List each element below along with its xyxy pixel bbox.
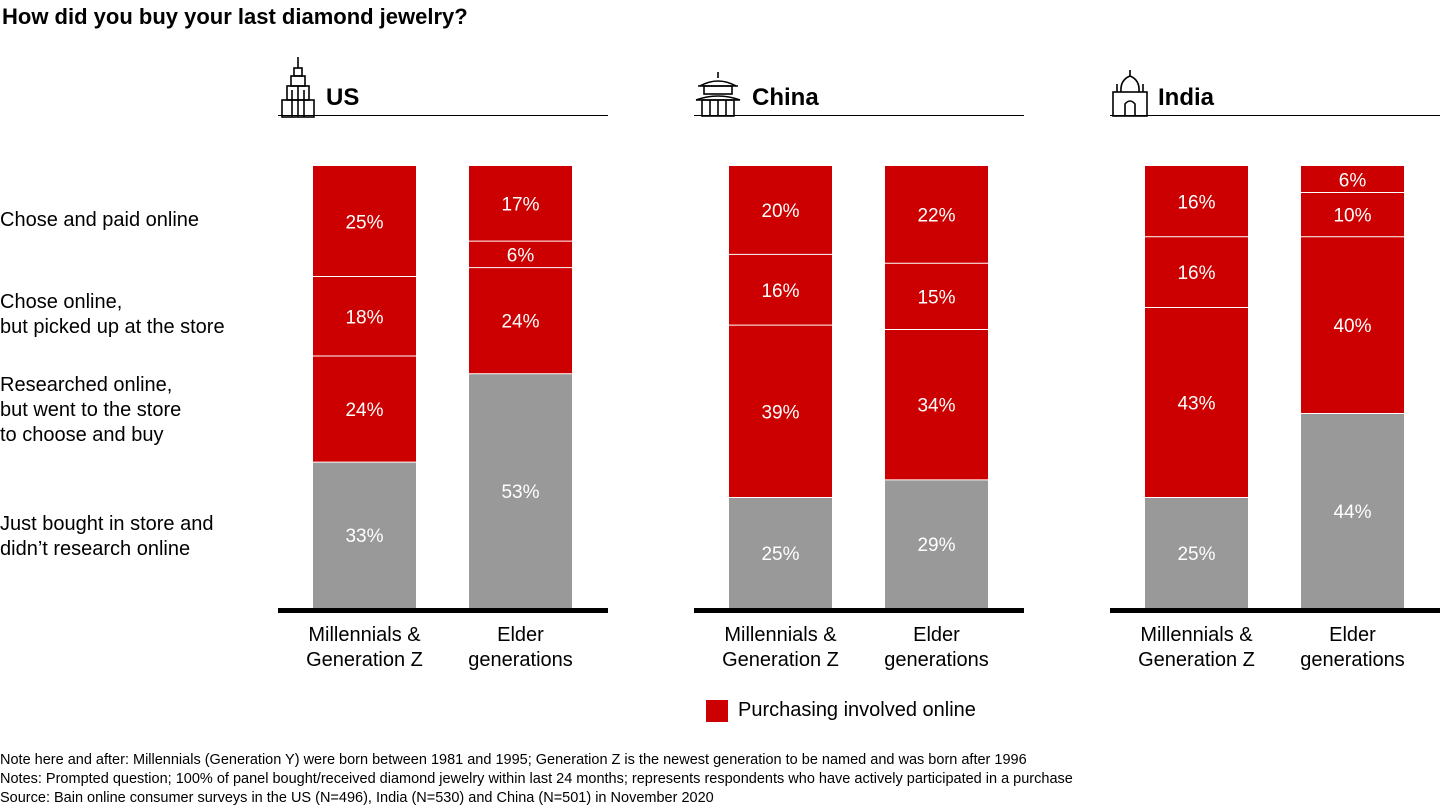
bar-value-label: 16% xyxy=(1177,192,1215,213)
category-label: Elder generations xyxy=(468,624,573,671)
bar-value-label: 6% xyxy=(507,245,535,266)
bar-value-label: 10% xyxy=(1333,206,1371,227)
taj-mahal-icon xyxy=(1110,56,1150,123)
bar-segment xyxy=(1145,307,1248,498)
bar-value-label: 53% xyxy=(501,482,539,503)
bar-segment xyxy=(469,166,572,242)
bar-segment xyxy=(1145,236,1248,308)
footnote-source: Source: Bain online consumer surveys in … xyxy=(0,790,714,806)
bar-value-label: 44% xyxy=(1333,502,1371,523)
bar-segment xyxy=(1301,192,1404,237)
bar-segment xyxy=(1301,413,1404,608)
pagoda-icon xyxy=(694,56,742,123)
row-label: Chose online, but picked up at the store xyxy=(0,291,225,338)
bar-value-label: 24% xyxy=(345,400,383,421)
bar-segment xyxy=(313,166,416,277)
bar-segment xyxy=(729,497,832,608)
panel-baseline xyxy=(694,608,1024,613)
bar-segment xyxy=(469,267,572,374)
bar-segment xyxy=(313,276,416,357)
category-label: Millennials & Generation Z xyxy=(1138,624,1255,671)
bar-segment xyxy=(885,166,988,264)
bar-value-label: 25% xyxy=(1177,544,1215,565)
category-label: Millennials & Generation Z xyxy=(306,624,423,671)
bar-segment xyxy=(1301,236,1404,414)
bar-value-label: 20% xyxy=(761,201,799,222)
bar-segment xyxy=(885,263,988,330)
panel-title: China xyxy=(752,84,819,111)
bar-value-label: 40% xyxy=(1333,316,1371,337)
bar-segment xyxy=(1145,497,1248,608)
footnote-notes: Notes: Prompted question; 100% of panel … xyxy=(0,771,1073,787)
row-label: Researched online, but went to the store… xyxy=(0,374,182,446)
category-label: Elder generations xyxy=(884,624,989,671)
bar-value-label: 22% xyxy=(917,206,955,227)
legend-swatch xyxy=(706,700,728,722)
bar-value-label: 25% xyxy=(345,212,383,233)
bar-value-label: 29% xyxy=(917,535,955,556)
panel-rule xyxy=(278,115,608,116)
bar-segment xyxy=(885,479,988,608)
bar-value-label: 18% xyxy=(345,307,383,328)
bar-value-label: 34% xyxy=(917,396,955,417)
row-label: Just bought in store and didn’t research… xyxy=(0,513,214,560)
bar-value-label: 6% xyxy=(1339,170,1367,191)
category-label: Millennials & Generation Z xyxy=(722,624,839,671)
bar-segment xyxy=(313,462,416,608)
bar-value-label: 15% xyxy=(917,287,955,308)
skyscraper-icon xyxy=(278,56,318,123)
bar-value-label: 24% xyxy=(501,312,539,333)
bar-segment xyxy=(885,329,988,480)
category-label: Elder generations xyxy=(1300,624,1405,671)
bar-segment xyxy=(729,166,832,255)
panel-title: India xyxy=(1158,84,1215,111)
footnote-note: Note here and after: Millennials (Genera… xyxy=(0,752,1027,768)
bar-segment xyxy=(469,373,572,608)
bar-segment xyxy=(729,254,832,326)
panel-baseline xyxy=(1110,608,1440,613)
bar-value-label: 33% xyxy=(345,526,383,547)
bar-value-label: 25% xyxy=(761,544,799,565)
row-label: Chose and paid online xyxy=(0,209,200,231)
bar-value-label: 17% xyxy=(501,195,539,216)
panel-baseline xyxy=(278,608,608,613)
panel-rule xyxy=(1110,115,1440,116)
bar-value-label: 43% xyxy=(1177,393,1215,414)
panel-title: US xyxy=(326,84,360,111)
bar-value-label: 16% xyxy=(1177,263,1215,284)
bar-segment xyxy=(469,241,572,268)
chart-plot: 25% 18% 24% 33% 17% 6% 24% 53% 20% 16% 39% 25% 22% 15… xyxy=(278,166,1440,613)
bar-segment xyxy=(1145,166,1248,237)
legend-label: Purchasing involved online xyxy=(738,699,976,721)
panel-rule xyxy=(694,115,1024,116)
chart-title: How did you buy your last diamond jewelr… xyxy=(2,4,468,29)
bar-segment xyxy=(1301,166,1404,193)
bar-value-label: 39% xyxy=(761,402,799,423)
bar-value-label: 16% xyxy=(761,281,799,302)
bar-segment xyxy=(313,356,416,463)
bar-segment xyxy=(729,325,832,498)
